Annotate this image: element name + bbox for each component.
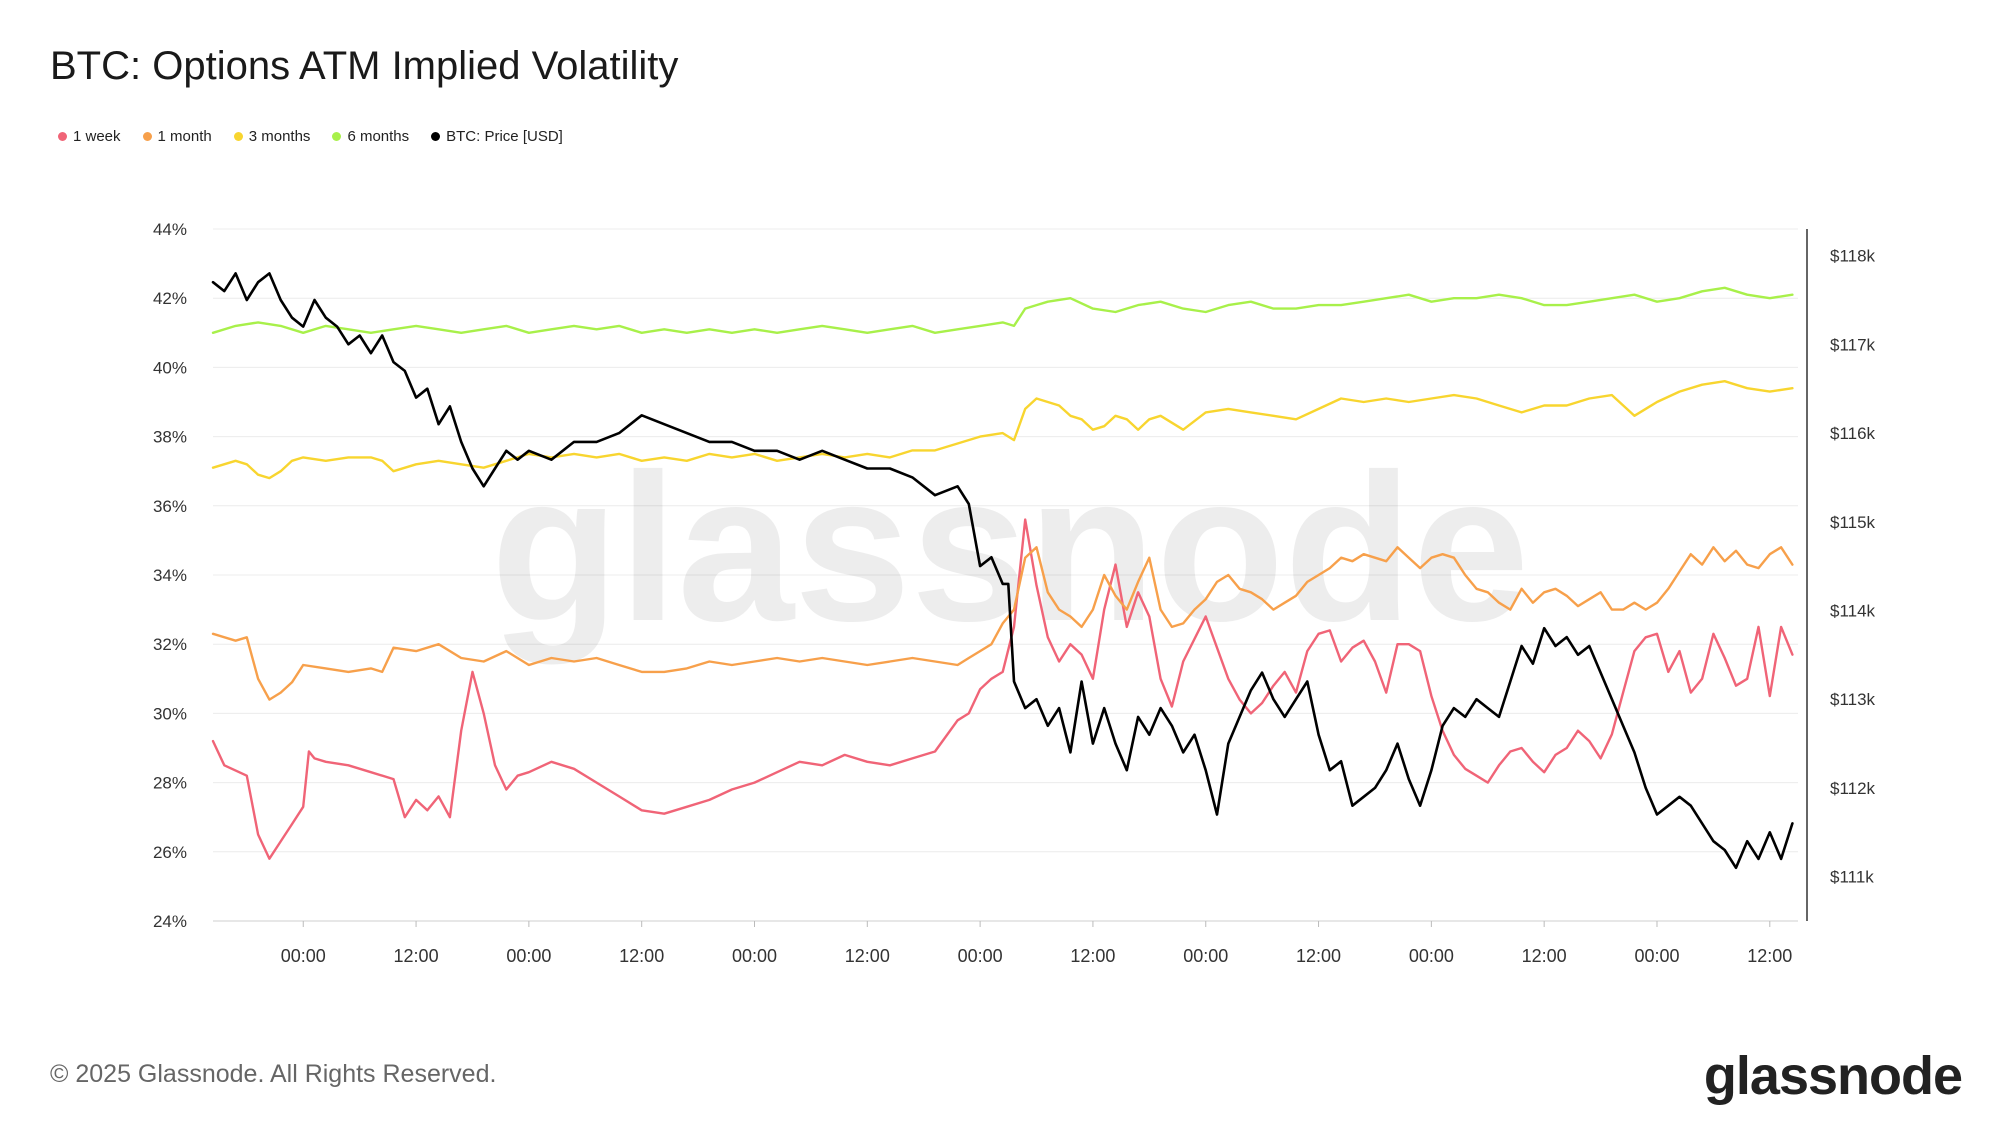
right-tick-label: $114k — [1830, 601, 1876, 620]
legend-item-btc-price[interactable]: BTC: Price [USD] — [431, 128, 563, 145]
x-tick-label: 12:00 — [1747, 946, 1792, 966]
left-tick-label: 30% — [153, 704, 187, 723]
legend-dot-btc-price — [431, 132, 441, 141]
series-layer — [211, 272, 1794, 870]
legend-dot-6-months — [332, 132, 342, 141]
x-tick-label: 00:00 — [1409, 946, 1454, 966]
series-line-3-months[interactable] — [211, 380, 1794, 480]
x-tick-label: 00:00 — [732, 946, 777, 966]
right-tick-label: $111k — [1830, 868, 1874, 887]
legend-label-1-month: 1 month — [157, 128, 212, 145]
left-tick-label: 44% — [153, 220, 187, 239]
x-tick-label: 00:00 — [281, 946, 326, 966]
left-tick-label: 26% — [153, 843, 187, 862]
legend-dot-1-week — [58, 132, 67, 141]
axes: 44% 42% 40% 38% 36% 34% 32% 30% 28% 26% 24% $118k $1… — [153, 220, 1876, 966]
left-tick-label: 32% — [153, 635, 187, 654]
right-tick-label: $112k — [1830, 779, 1876, 798]
left-tick-label: 38% — [153, 428, 187, 447]
x-tick-label: 00:00 — [1183, 946, 1228, 966]
legend-item-1-week[interactable]: 1 week — [58, 128, 121, 145]
legend-dot-1-month — [142, 132, 152, 141]
series-line-6-months[interactable] — [211, 286, 1794, 334]
legend-dot-3-months — [233, 132, 243, 141]
left-tick-label: 28% — [153, 774, 187, 793]
series-line-btc-price-usd[interactable] — [211, 272, 1794, 870]
x-tick-label: 12:00 — [845, 946, 890, 966]
left-tick-label: 42% — [153, 289, 187, 308]
footer-copyright: © 2025 Glassnode. All Rights Reserved. — [50, 1060, 497, 1088]
left-tick-label: 36% — [153, 497, 187, 516]
right-tick-label: $117k — [1830, 335, 1876, 354]
x-tick-label: 12:00 — [1070, 946, 1115, 966]
right-tick-label: $118k — [1830, 247, 1876, 266]
legend: 1 week 1 month 3 months 6 months BTC: Pr… — [58, 128, 563, 145]
x-tick-label: 12:00 — [1296, 946, 1341, 966]
x-tick-label: 12:00 — [1522, 946, 1567, 966]
right-tick-label: $113k — [1830, 690, 1876, 709]
legend-item-3-months[interactable]: 3 months — [233, 128, 311, 145]
x-tick-label: 00:00 — [958, 946, 1003, 966]
chart-title: BTC: Options ATM Implied Volatility — [50, 44, 679, 88]
series-line-1-week[interactable] — [211, 518, 1794, 860]
right-tick-label: $115k — [1830, 513, 1876, 532]
x-tick-label: 00:00 — [1634, 946, 1679, 966]
legend-item-6-months[interactable]: 6 months — [332, 128, 409, 145]
legend-label-3-months: 3 months — [248, 128, 311, 145]
left-tick-label: 34% — [153, 566, 187, 585]
legend-label-1-week: 1 week — [73, 128, 121, 145]
footer-brand-logo: glassnode — [1703, 1046, 1963, 1106]
x-tick-label: 12:00 — [619, 946, 664, 966]
legend-label-btc-price: BTC: Price [USD] — [446, 128, 563, 145]
legend-label-6-months: 6 months — [347, 128, 410, 145]
left-tick-label: 40% — [153, 358, 187, 377]
x-tick-label: 12:00 — [394, 946, 439, 966]
right-tick-label: $116k — [1830, 424, 1876, 443]
series-line-1-month[interactable] — [211, 546, 1794, 701]
left-tick-label: 24% — [153, 912, 187, 931]
x-tick-label: 00:00 — [506, 946, 551, 966]
legend-item-1-month[interactable]: 1 month — [142, 128, 212, 145]
